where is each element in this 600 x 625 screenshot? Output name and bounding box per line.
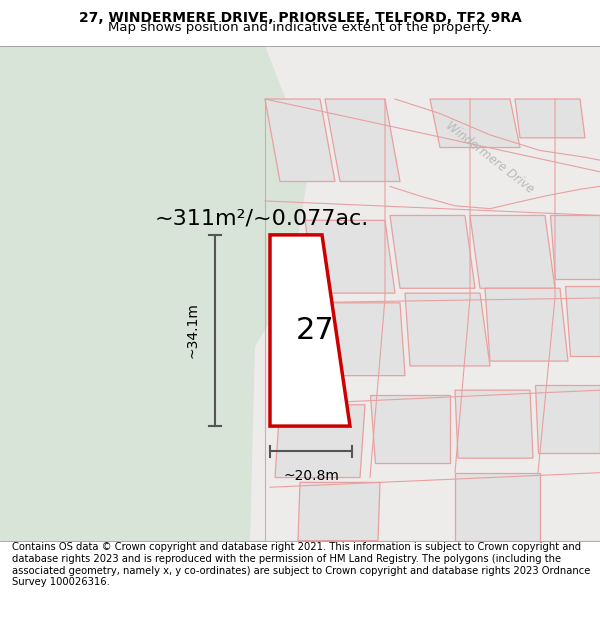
Polygon shape xyxy=(370,395,450,463)
Text: ~34.1m: ~34.1m xyxy=(186,302,200,358)
Polygon shape xyxy=(250,46,600,541)
Polygon shape xyxy=(405,293,490,366)
Text: Contains OS data © Crown copyright and database right 2021. This information is : Contains OS data © Crown copyright and d… xyxy=(12,542,590,587)
Text: 27: 27 xyxy=(296,316,334,345)
Polygon shape xyxy=(535,386,600,453)
Polygon shape xyxy=(430,99,520,148)
Text: ~311m²/~0.077ac.: ~311m²/~0.077ac. xyxy=(155,208,369,228)
Text: ~20.8m: ~20.8m xyxy=(283,469,339,482)
Polygon shape xyxy=(455,472,540,541)
Polygon shape xyxy=(265,99,335,181)
Text: Windermere Drive: Windermere Drive xyxy=(443,119,536,196)
Text: 27, WINDERMERE DRIVE, PRIORSLEE, TELFORD, TF2 9RA: 27, WINDERMERE DRIVE, PRIORSLEE, TELFORD… xyxy=(79,11,521,26)
Polygon shape xyxy=(470,216,555,288)
Polygon shape xyxy=(298,482,380,541)
Polygon shape xyxy=(515,99,585,138)
Polygon shape xyxy=(325,99,400,181)
Polygon shape xyxy=(565,286,600,356)
Polygon shape xyxy=(455,390,533,458)
Polygon shape xyxy=(320,303,405,376)
Text: Map shows position and indicative extent of the property.: Map shows position and indicative extent… xyxy=(108,21,492,34)
Polygon shape xyxy=(305,221,395,293)
Polygon shape xyxy=(390,216,475,288)
Polygon shape xyxy=(0,46,600,541)
Polygon shape xyxy=(0,46,310,541)
Polygon shape xyxy=(485,288,568,361)
Polygon shape xyxy=(275,405,365,478)
Polygon shape xyxy=(550,216,600,279)
Polygon shape xyxy=(270,235,350,426)
